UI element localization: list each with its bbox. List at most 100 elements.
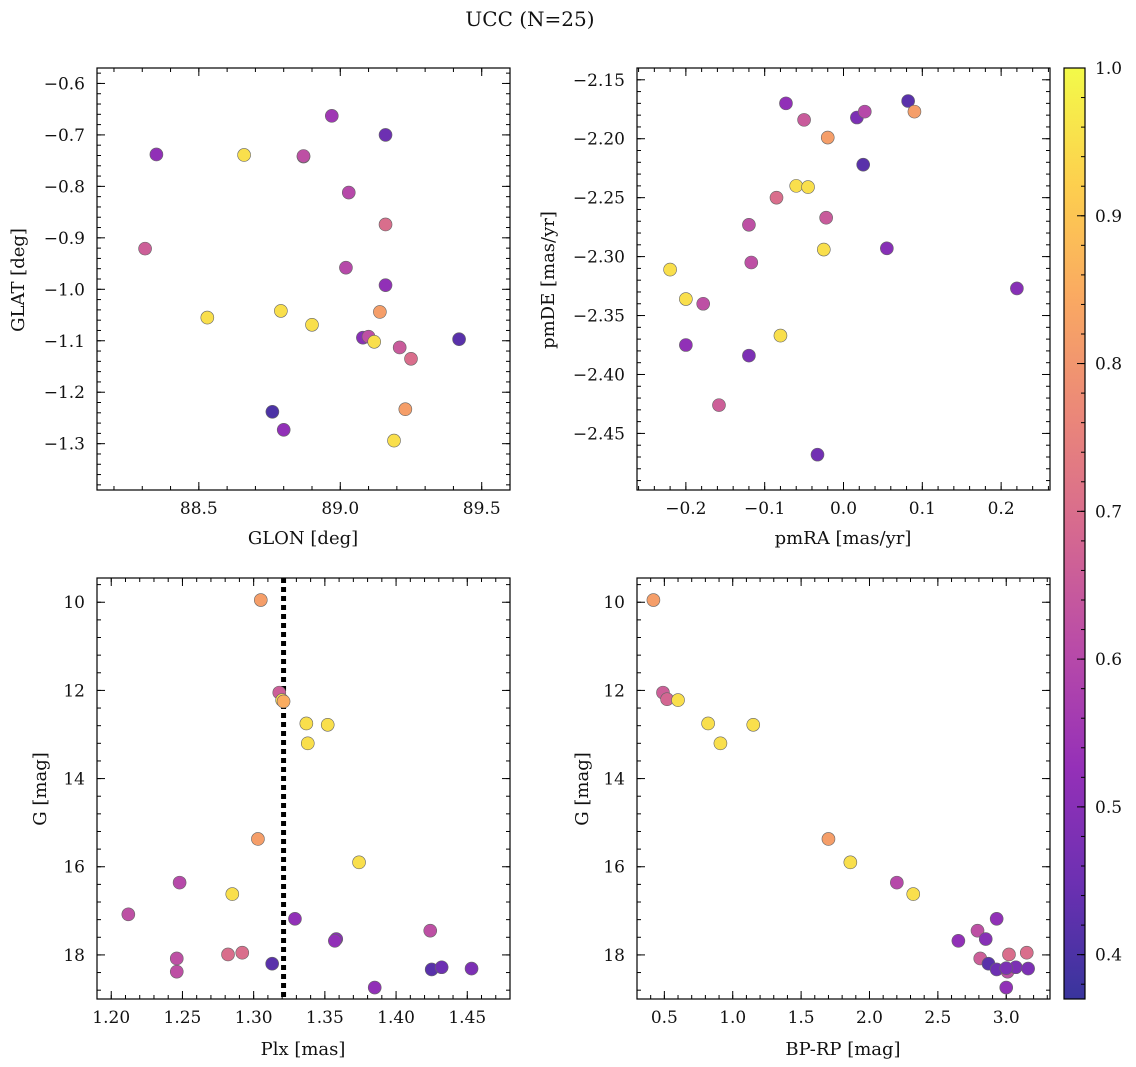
panel-2-xtick-label: 1.20	[92, 1008, 130, 1028]
panel-0-point	[387, 433, 401, 448]
panel-1-xtick-label: −0.2	[665, 499, 706, 519]
panel-3-point	[1002, 947, 1016, 962]
panel-3-point	[1019, 945, 1034, 960]
panel-2-ytick-label: 14	[63, 770, 85, 790]
panel-3-point	[890, 875, 904, 890]
panel-0-xlabel: GLON [deg]	[248, 528, 358, 549]
panel-3-point	[906, 887, 921, 901]
panel-3-point	[999, 961, 1014, 975]
panel-0-point	[378, 217, 393, 232]
panel-2-xlabel: Plx [mas]	[261, 1039, 346, 1060]
panel-1-xtick-label: −0.1	[744, 499, 785, 519]
panel-2-point	[251, 832, 265, 846]
panel-2-point	[367, 980, 382, 995]
panel-1-point	[880, 241, 894, 256]
panel-2-ylabel: G [mag]	[30, 752, 51, 825]
panel-3-frame	[636, 577, 1051, 1000]
panel-2-xtick-label: 1.40	[377, 1008, 415, 1028]
panel-2-point	[299, 716, 314, 731]
panel-0-ytick-label: −0.8	[44, 177, 85, 197]
panel-0-point	[296, 149, 311, 163]
panel-0-point	[341, 185, 356, 200]
panel-0-point	[200, 310, 215, 325]
colorbar-tick-label: 0.8	[1095, 355, 1122, 375]
panel-2-ytick-label: 10	[63, 593, 85, 613]
panel-3-xtick-label: 3.0	[993, 1008, 1020, 1028]
panel-3-point	[843, 855, 858, 870]
panel-2-point	[169, 951, 184, 966]
panel-1-point	[819, 210, 833, 225]
panel-3-point	[970, 923, 985, 938]
panel-0-frame	[96, 67, 511, 491]
colorbar-tick-label: 0.4	[1095, 946, 1122, 966]
panel-3-ytick-label: 18	[603, 946, 625, 966]
panel-3-xtick-label: 1.5	[788, 1008, 815, 1028]
panel-0-point	[373, 305, 387, 319]
panel-3-point	[713, 736, 728, 751]
panel-0-point	[274, 304, 288, 318]
colorbar: 0.4 0.5 0.6 0.7 0.8 0.9 1.0	[1063, 59, 1122, 1000]
panel-1-ytick-label: −2.20	[573, 130, 625, 150]
panel-2-point	[121, 907, 136, 922]
panel-3-point	[821, 832, 836, 846]
panel-3-point	[701, 716, 715, 731]
panel-2-point	[253, 593, 268, 607]
panel-1-ytick-label: −2.15	[573, 71, 625, 91]
panel-0-ytick-label: −0.9	[44, 229, 85, 249]
panel-1-point	[696, 296, 711, 311]
panel-0-ytick-label: −1.1	[44, 332, 85, 352]
panel-0-ytick-label: −0.7	[44, 126, 85, 146]
panel-0-point	[237, 148, 251, 162]
panel-0-ytick-label: −0.6	[44, 74, 85, 94]
panel-2-xtick-label: 1.45	[448, 1008, 486, 1028]
panel-2-point	[288, 911, 302, 926]
colorbar-tick-label: 1.0	[1095, 59, 1122, 79]
colorbar-tick-label: 0.6	[1095, 650, 1122, 670]
panel-1-point	[907, 104, 922, 119]
panel-1-xtick-label: 0.0	[830, 499, 857, 519]
panel-1-ytick-label: −2.40	[573, 365, 625, 385]
panel-1-xlabel: pmRA [mas/yr]	[775, 528, 912, 549]
panel-1-xtick-label: 0.2	[988, 499, 1015, 519]
panel-2-xtick-label: 1.30	[235, 1008, 273, 1028]
panel-3-ytick-label: 16	[603, 858, 625, 878]
panel-3-xlabel: BP-RP [mag]	[785, 1039, 900, 1060]
colorbar-tick-label: 0.5	[1095, 798, 1122, 818]
colorbar-tick-label: 0.9	[1095, 207, 1122, 227]
panel-1-point	[820, 130, 835, 145]
panel-0-point	[392, 340, 407, 355]
panel-1-ytick-label: −2.35	[573, 307, 625, 327]
chart-title: UCC (N=25)	[465, 7, 594, 31]
panel-3-point	[746, 717, 761, 732]
panel-1-point	[901, 94, 915, 108]
panel-2-point	[300, 736, 315, 751]
colorbar-tick-label: 0.7	[1095, 502, 1122, 522]
panel-0-ytick-label: −1.3	[44, 435, 85, 455]
panel-2-xtick-label: 1.25	[164, 1008, 202, 1028]
panel-3-xtick-label: 1.0	[719, 1008, 746, 1028]
panel-1-xtick-label: 0.1	[909, 499, 936, 519]
panel-1-point	[797, 113, 811, 127]
panel-1-point	[1010, 281, 1024, 296]
panel-1-point	[773, 328, 788, 343]
panel-2-point	[235, 945, 250, 960]
panel-2-point	[320, 717, 335, 732]
panel-3-ytick-label: 14	[603, 770, 625, 790]
panel-1-ytick-label: −2.25	[573, 189, 625, 209]
panel-3-point	[989, 911, 1004, 926]
panel-0-xtick-label: 89.5	[463, 499, 501, 519]
colorbar-gradient	[1064, 68, 1085, 999]
panel-2-point	[225, 887, 240, 901]
panel-3-ytick-label: 10	[603, 593, 625, 613]
panel-1-point	[712, 398, 726, 412]
panel-0-point	[398, 402, 413, 417]
panel-1-point	[810, 447, 825, 462]
panel-0-point	[378, 278, 393, 292]
panel-3-point	[999, 980, 1014, 995]
panel-0-point	[276, 422, 291, 437]
panel-3-xtick-label: 0.5	[651, 1008, 678, 1028]
panel-2-point	[221, 947, 235, 962]
panel-1-point	[663, 262, 677, 277]
panel-1-point	[779, 96, 793, 111]
panel-0-point	[452, 332, 466, 347]
